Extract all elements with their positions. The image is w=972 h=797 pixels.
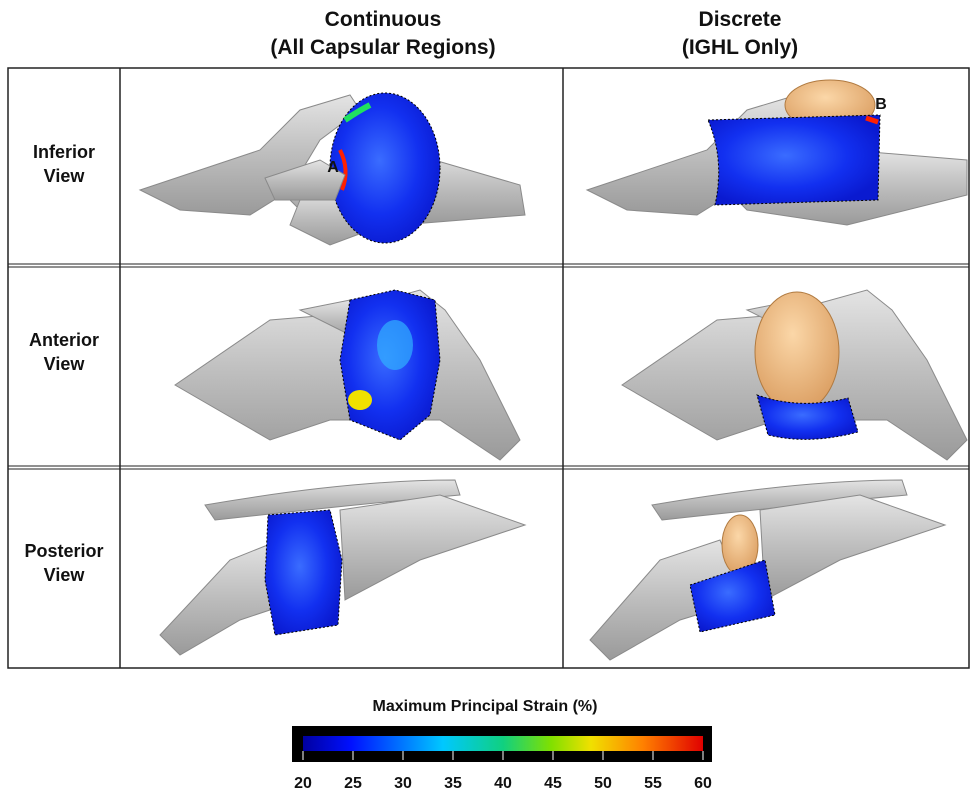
shoulder-render	[175, 290, 520, 460]
tick-label: 40	[494, 775, 512, 792]
row-label: Anterior	[29, 330, 99, 350]
row-label: Posterior	[24, 541, 103, 561]
tick-label: 55	[644, 775, 662, 792]
row-label: View	[44, 354, 86, 374]
tick-label: 60	[694, 775, 712, 792]
tick-label: 35	[444, 775, 462, 792]
shoulder-render	[622, 290, 967, 460]
column-header: Discrete	[699, 8, 782, 31]
colorbar	[303, 736, 703, 751]
shoulder-render	[160, 480, 525, 655]
tick-label: 30	[394, 775, 412, 792]
row-label: Inferior	[33, 142, 95, 162]
row-label: View	[44, 565, 86, 585]
figure: Continuous (All Capsular Regions) Discre…	[0, 0, 972, 797]
tick-label: 45	[544, 775, 562, 792]
colorbar-title: Maximum Principal Strain (%)	[373, 698, 598, 715]
tick-label: 20	[294, 775, 312, 792]
annotation: A	[327, 159, 339, 176]
tick-label: 25	[344, 775, 362, 792]
row-label: View	[44, 166, 86, 186]
column-header: (IGHL Only)	[682, 36, 798, 59]
shoulder-render	[590, 480, 945, 660]
tick-label: 50	[594, 775, 612, 792]
annotation: B	[875, 96, 887, 113]
column-header: (All Capsular Regions)	[270, 36, 495, 59]
shoulder-render	[587, 80, 967, 225]
column-header: Continuous	[325, 8, 442, 31]
